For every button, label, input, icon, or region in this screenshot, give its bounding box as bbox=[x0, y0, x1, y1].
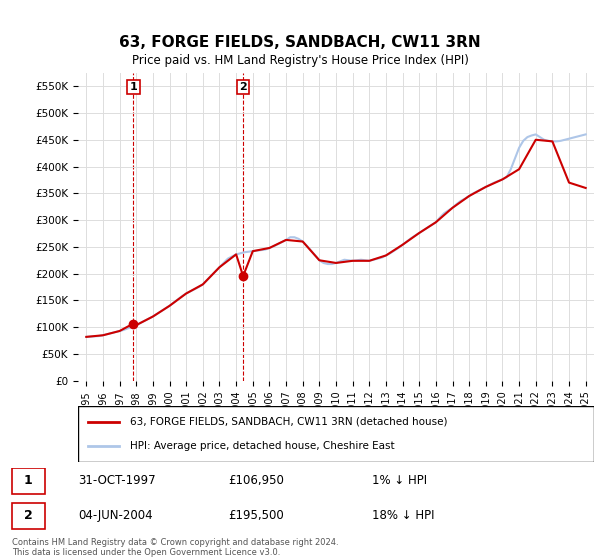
Text: 1: 1 bbox=[130, 82, 137, 92]
Text: 63, FORGE FIELDS, SANDBACH, CW11 3RN: 63, FORGE FIELDS, SANDBACH, CW11 3RN bbox=[119, 35, 481, 50]
FancyBboxPatch shape bbox=[78, 406, 594, 462]
Text: 18% ↓ HPI: 18% ↓ HPI bbox=[372, 508, 434, 521]
Text: Contains HM Land Registry data © Crown copyright and database right 2024.
This d: Contains HM Land Registry data © Crown c… bbox=[12, 538, 338, 557]
Text: 2: 2 bbox=[24, 508, 32, 521]
Text: £195,500: £195,500 bbox=[228, 508, 284, 521]
Text: 1% ↓ HPI: 1% ↓ HPI bbox=[372, 474, 427, 488]
Text: 31-OCT-1997: 31-OCT-1997 bbox=[78, 474, 155, 488]
Text: HPI: Average price, detached house, Cheshire East: HPI: Average price, detached house, Ches… bbox=[130, 441, 394, 451]
Text: £106,950: £106,950 bbox=[228, 474, 284, 488]
Text: 1: 1 bbox=[24, 474, 32, 488]
Text: Price paid vs. HM Land Registry's House Price Index (HPI): Price paid vs. HM Land Registry's House … bbox=[131, 54, 469, 67]
FancyBboxPatch shape bbox=[12, 502, 45, 529]
Text: 04-JUN-2004: 04-JUN-2004 bbox=[78, 508, 152, 521]
Text: 2: 2 bbox=[239, 82, 247, 92]
FancyBboxPatch shape bbox=[12, 468, 45, 494]
Text: 63, FORGE FIELDS, SANDBACH, CW11 3RN (detached house): 63, FORGE FIELDS, SANDBACH, CW11 3RN (de… bbox=[130, 417, 447, 427]
